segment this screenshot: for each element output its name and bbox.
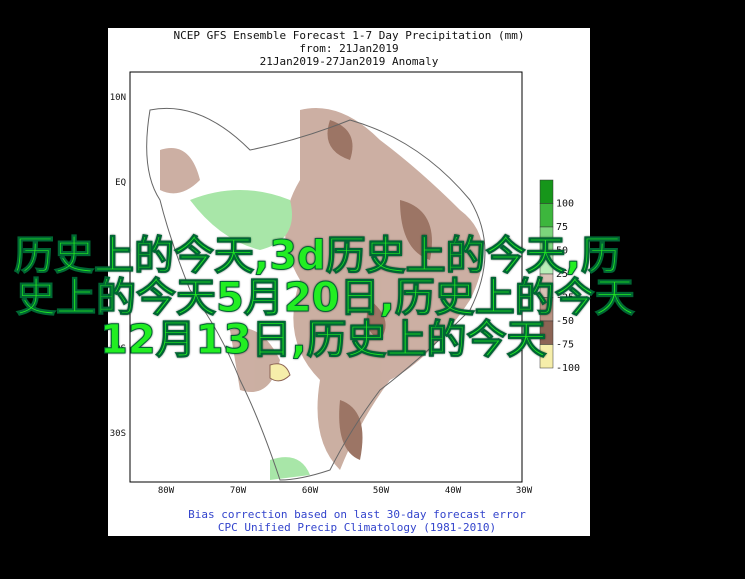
lon-label: 40W xyxy=(445,486,462,496)
subtitle: 21Jan2019-27Jan2019 Anomaly xyxy=(260,55,439,68)
legend-label: 100 xyxy=(556,199,574,210)
legend-label: -25 xyxy=(556,293,574,304)
overlay-text: 12月13日,历史上的今天 xyxy=(100,317,548,363)
lat-label: 20S xyxy=(110,344,126,354)
lat-label: EQ xyxy=(115,178,126,188)
lat-label: 10N xyxy=(110,93,126,103)
legend-label: -75 xyxy=(556,340,574,351)
legend-swatch xyxy=(539,203,554,228)
lon-label: 70W xyxy=(230,486,247,496)
legend-swatch xyxy=(539,179,554,204)
overlay-text: 历史上的今天,3d历史上的今天,历 xyxy=(14,233,622,279)
map-area xyxy=(129,71,523,483)
title: NCEP GFS Ensemble Forecast 1-7 Day Preci… xyxy=(174,29,525,42)
lat-label: 30S xyxy=(110,429,126,439)
legend-label: 25 xyxy=(556,269,568,280)
lon-label: 30W xyxy=(516,486,533,496)
legend: 100 75 50 25 -25 -50 -75 -100 xyxy=(539,179,580,374)
lon-label: 50W xyxy=(373,486,390,496)
legend-label: -50 xyxy=(556,316,574,327)
lon-label: 60W xyxy=(302,486,319,496)
legend-label: -100 xyxy=(556,363,580,374)
subtitle: from: 21Jan2019 xyxy=(299,42,398,55)
overlay-text: 史上的今天5月20日,历史上的今天 xyxy=(16,275,636,321)
legend-label: 50 xyxy=(556,246,568,257)
lon-label: 80W xyxy=(158,486,175,496)
legend-swatch xyxy=(539,344,554,369)
footer-note: Bias correction based on last 30-day for… xyxy=(188,508,526,521)
legend-label: 75 xyxy=(556,222,568,233)
footer-note: CPC Unified Precip Climatology (1981-201… xyxy=(218,521,496,534)
